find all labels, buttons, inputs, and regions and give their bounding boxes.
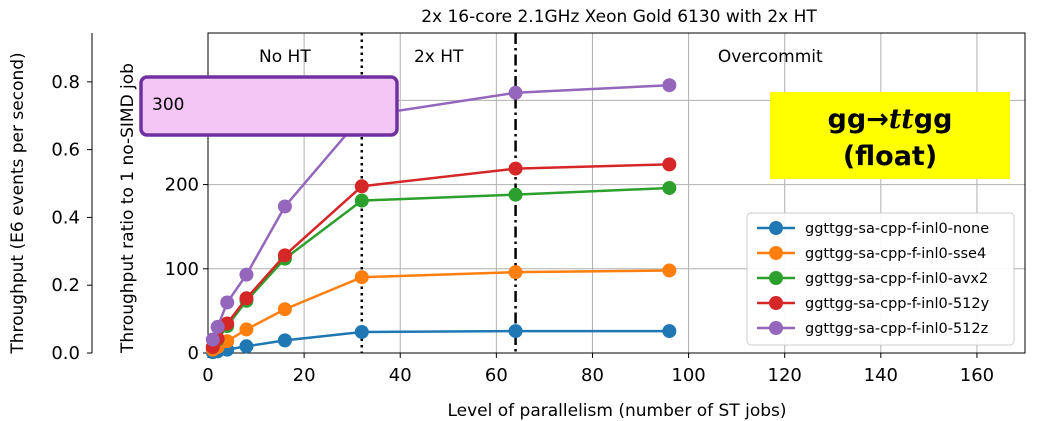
y-tick-label: 100 [165,259,199,280]
data-point [239,322,254,337]
region-label: Overcommit [718,47,823,67]
data-point [508,85,523,100]
data-point [239,291,254,306]
precision-label: (float) [843,141,937,172]
secondary-y-tick-label: 0.8 [51,72,80,93]
data-point [277,248,292,263]
process-annotation-box [770,92,1010,179]
legend-swatch-marker [769,271,783,285]
data-point [508,265,523,280]
data-point [239,339,254,354]
legend-entry: ggttgg-sa-cpp-f-inl0-512y [805,296,990,312]
x-tick-label: 60 [485,365,508,386]
data-point [354,193,369,208]
region-labels: No HT 2x HT Overcommit [259,47,823,67]
data-point [354,270,369,285]
data-point [239,267,254,282]
data-point [508,187,523,202]
x-tick-label: 20 [293,365,316,386]
data-point [508,161,523,176]
data-point [210,319,225,334]
y-tick-label: 0 [188,343,199,364]
x-tick-label: 100 [671,365,705,386]
secondary-y-axis-label: Throughput (E6 events per second) [8,52,28,354]
x-tick-label: 120 [768,365,802,386]
data-point [277,199,292,214]
series-3 [205,157,677,355]
plot-frame [207,32,1026,354]
x-tick-label: 40 [389,365,412,386]
data-point [354,324,369,339]
data-point [220,295,235,310]
legend-entry: ggttgg-sa-cpp-f-inl0-none [805,221,989,237]
process-label: gg→ttgg [828,104,953,135]
data-point [662,180,677,195]
legend: ggttgg-sa-cpp-f-inl0-none ggttgg-sa-cpp-f… [746,212,1015,346]
secondary-y-tick-label: 0.6 [51,140,80,161]
data-point [205,332,220,347]
x-tick-label: 160 [960,365,994,386]
legend-swatch-marker [769,221,783,235]
y-axis-label: Throughput ratio to 1 no-SIMD job [118,63,138,354]
highlight-box [139,75,399,137]
data-point [277,333,292,348]
legend-entry: ggttgg-sa-cpp-f-inl0-512z [805,321,988,337]
secondary-y-axis-ticks: 0.0 0.2 0.4 0.6 0.8 [51,72,92,364]
series-group [205,78,677,360]
series-4 [205,78,677,347]
series-0 [205,324,677,360]
region-label: No HT [259,47,311,67]
legend-swatch-marker [769,246,783,260]
legend-entry: ggttgg-sa-cpp-f-inl0-sse4 [805,246,986,262]
x-tick-label: 140 [864,365,898,386]
x-tick-label: 0 [202,365,213,386]
legend-entry: ggttgg-sa-cpp-f-inl0-avx2 [805,271,988,287]
x-tick-label: 80 [581,365,604,386]
region-label: 2x HT [414,47,464,67]
data-point [354,179,369,194]
data-point [662,157,677,172]
x-axis-ticks: 0 20 40 60 80 100 120 140 160 [202,353,994,386]
legend-swatch-marker [769,321,783,335]
x-axis-label: Level of parallelism (number of ST jobs) [447,401,786,421]
highlight-label: 300 [152,95,184,115]
data-point [277,302,292,317]
chart-title: 2x 16-core 2.1GHz Xeon Gold 6130 with 2x… [421,7,817,27]
y-tick-label: 200 [165,175,199,196]
legend-swatch-marker [769,296,783,310]
data-point [662,324,677,339]
data-point [662,263,677,278]
secondary-y-tick-label: 0.2 [51,275,80,296]
secondary-y-tick-label: 0.4 [51,207,80,228]
data-point [508,324,523,339]
data-point [662,78,677,93]
secondary-y-tick-label: 0.0 [51,343,80,364]
series-2 [205,180,677,355]
legend-frame [746,212,1015,346]
process-annotation: gg→ttgg (float) [770,92,1010,179]
